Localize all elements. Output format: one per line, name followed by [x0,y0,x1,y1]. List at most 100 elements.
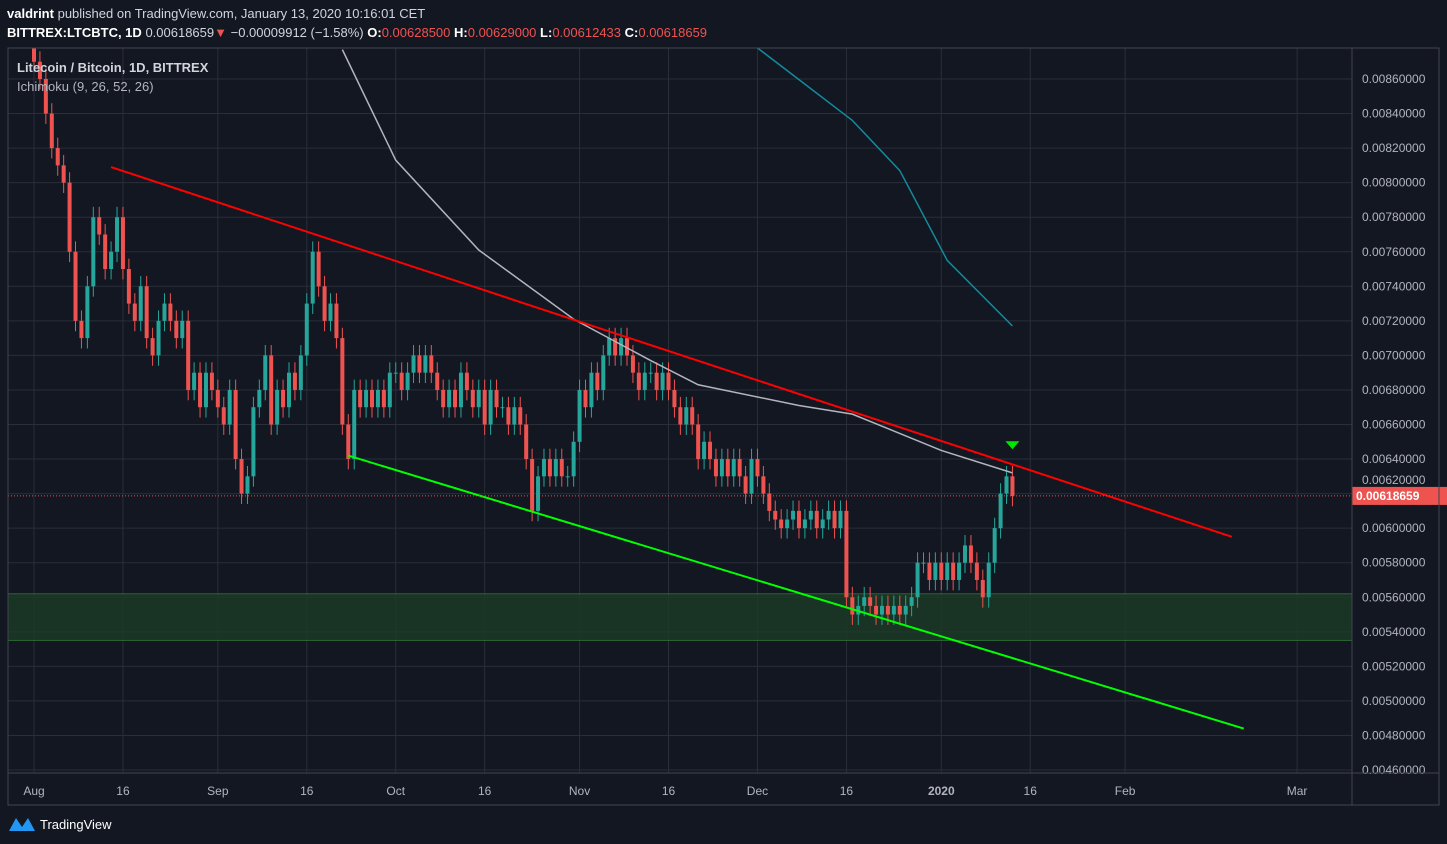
candle-body [536,476,541,511]
author: valdrint [7,6,54,21]
candle-body [945,562,950,580]
candle-body [37,61,42,79]
price-change: −0.00009912 (−1.58%) [230,25,364,40]
candle-body [423,355,428,373]
x-tick-label: 2020 [928,784,955,798]
candle-body [826,510,831,520]
candle-body [755,459,760,477]
candle-body [156,320,161,356]
candle-body [796,510,801,529]
last-price: 0.00618659 [145,25,215,40]
candle-body [749,459,754,494]
candle-body [725,459,730,477]
candle-body [91,217,96,287]
candle-body [731,459,736,477]
candle-body [980,579,985,598]
y-tick-label: 0.00500000 [1362,694,1426,708]
candle-body [903,605,908,615]
candle-body [939,562,944,580]
candle-body [1004,476,1009,494]
candle-body [417,355,422,373]
y-tick-label: 0.00760000 [1362,245,1426,259]
candle-body [476,389,481,408]
candle-body [684,407,689,425]
candle-body [209,372,214,390]
candle-body [951,562,956,580]
support-zone [8,593,1352,641]
candle-body [322,286,327,321]
candle-body [909,597,914,606]
candle-body [120,217,125,270]
high-value: 0.00629000 [467,25,537,40]
x-tick-label: Sep [207,784,229,798]
candle-body [73,251,78,321]
candle-body [55,148,60,166]
candle-body [340,338,345,425]
publish-info: valdrint published on TradingView.com, J… [7,6,425,21]
low-label: L: [540,25,553,40]
candle-body [915,562,920,598]
candle-body [713,459,718,477]
candle-body [435,372,440,390]
candle-body [559,459,564,477]
candle-body [512,407,517,425]
candle-body [891,605,896,615]
plot-area [8,48,1352,773]
candle-body [630,355,635,373]
close-label: C: [624,25,639,40]
candle-body [595,372,600,390]
candle-body [370,389,375,408]
candle-body [654,372,659,390]
y-tick-label: 0.00840000 [1362,107,1426,121]
current-price-badge [1352,486,1447,505]
candle-body [49,113,54,149]
candle-body [458,372,463,408]
candle-body [974,562,979,580]
candle-body [838,510,843,529]
candle-body [470,389,475,408]
tradingview-icon [9,818,35,831]
candle-body [215,389,220,408]
y-tick-label: 0.00660000 [1362,418,1426,432]
chart-title: Litecoin / Bitcoin, 1D, BITTREX [17,60,209,75]
candle-body [494,389,499,408]
candle-body [429,355,434,373]
down-arrow-icon: ▼ [214,25,227,40]
candle-body [144,286,149,339]
candle-body [518,407,523,425]
candle-body [601,355,606,390]
candle-body [642,372,647,390]
candle-body [85,286,90,339]
candle-body [233,389,238,460]
y-tick-label: 0.00580000 [1362,556,1426,570]
candle-body [921,562,926,564]
candle-body [785,519,790,529]
ohlc-header: BITTREX:LTCBTC, 1D 0.00618659▼ −0.000099… [7,25,707,40]
candle-body [933,562,938,580]
chart-frame [7,47,1440,806]
candle-body [998,493,1003,529]
candle-body [138,286,143,321]
candle-body [702,441,707,460]
candle-body [310,251,315,304]
candle-body [773,510,778,520]
candle-body [61,165,66,183]
candle-body [737,459,742,477]
candle-body [352,389,357,460]
candle-body [524,424,529,460]
x-tick-label: Oct [386,784,405,798]
y-tick-label: 0.00520000 [1362,659,1426,673]
open-label: O: [367,25,382,40]
candle-body [879,605,884,615]
candle-body [708,441,713,460]
candle-body [186,320,191,390]
indicator-legend[interactable]: Ichimoku (9, 26, 52, 26) [17,79,154,94]
candle-body [802,519,807,529]
y-tick-label: 0.00460000 [1362,763,1426,777]
tradingview-logo[interactable]: TradingView [8,815,112,833]
x-tick-label: 16 [1024,784,1038,798]
candle-body [814,510,819,529]
candle-body [648,372,653,374]
resistance-trendline [110,166,1233,538]
